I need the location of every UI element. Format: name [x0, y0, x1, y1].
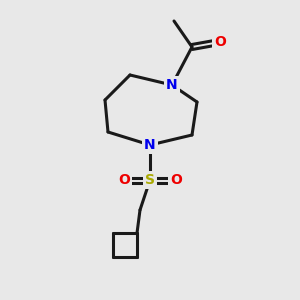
Text: O: O — [214, 35, 226, 49]
Text: O: O — [118, 173, 130, 187]
Text: N: N — [166, 78, 178, 92]
Text: O: O — [170, 173, 182, 187]
Text: N: N — [144, 138, 156, 152]
Text: S: S — [145, 173, 155, 187]
